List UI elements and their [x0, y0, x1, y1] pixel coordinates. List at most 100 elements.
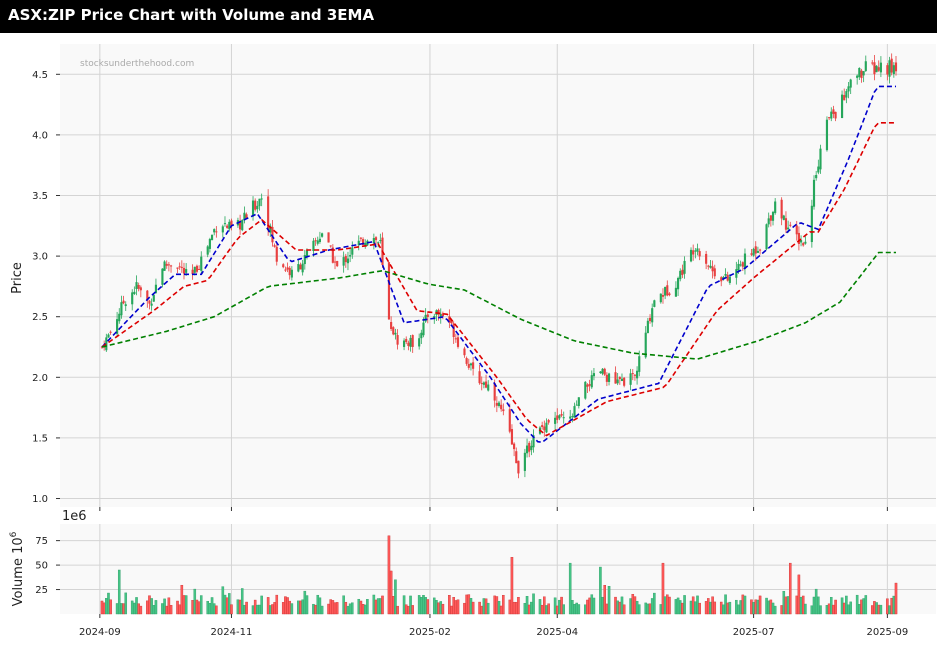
candle-body	[502, 409, 505, 412]
volume-bar	[555, 605, 559, 615]
volume-bar	[316, 594, 320, 615]
volume-bar	[286, 597, 289, 615]
candle-body	[349, 255, 352, 257]
volume-bar	[584, 604, 587, 615]
candle-body	[152, 294, 155, 302]
candle-body	[480, 383, 483, 385]
volume-bar	[577, 604, 581, 615]
candle-body	[603, 368, 606, 375]
candle-body	[407, 342, 410, 346]
volume-axis-label-superscript: 6	[9, 531, 19, 537]
volume-bar	[238, 599, 242, 615]
price-tick-label: 4.5	[32, 70, 48, 81]
volume-bar	[169, 605, 173, 615]
volume-bar	[696, 595, 699, 615]
volume-bar	[758, 595, 762, 615]
volume-bar	[709, 601, 712, 615]
candle-body	[711, 266, 714, 272]
volume-bar	[601, 596, 604, 615]
candle-body	[100, 346, 104, 348]
candle-body	[871, 62, 874, 64]
volume-bar	[750, 599, 753, 615]
volume-bar	[799, 596, 803, 615]
candle-body	[556, 415, 559, 420]
candle-body	[834, 111, 837, 119]
volume-bar	[605, 603, 609, 615]
candle-body	[571, 416, 574, 418]
candle-body	[301, 263, 304, 273]
volume-bar	[719, 601, 723, 615]
volume-bar	[754, 599, 758, 615]
volume-bar	[767, 600, 770, 615]
volume-bar	[251, 605, 255, 615]
volume-axis-label-exp: 10	[11, 537, 26, 554]
volume-bar	[514, 601, 518, 615]
candle-body	[720, 277, 723, 282]
candle-body	[569, 416, 572, 419]
candle-body	[756, 250, 759, 253]
volume-bar	[137, 603, 140, 615]
volume-bar	[329, 599, 332, 615]
volume-bar	[741, 594, 745, 615]
volume-bar	[284, 596, 287, 615]
candle-body	[547, 420, 550, 423]
candle-body	[256, 205, 259, 210]
volume-bar	[558, 599, 561, 615]
candle-body	[683, 260, 686, 274]
volume-bar	[381, 595, 384, 615]
candle-body	[780, 199, 783, 219]
price-plot-background	[60, 44, 936, 507]
candle-body	[677, 277, 680, 290]
volume-bar	[545, 605, 548, 615]
volume-bar	[508, 599, 512, 615]
volume-bar	[439, 601, 443, 615]
candle-body	[709, 265, 712, 268]
volume-bar	[258, 604, 261, 615]
candle-body	[698, 251, 701, 257]
candle-body	[327, 232, 330, 243]
candle-body	[148, 300, 151, 304]
candle-body	[437, 309, 440, 315]
candle-body	[607, 373, 611, 382]
volume-bar	[864, 595, 868, 615]
volume-bar	[663, 596, 667, 615]
candle-body	[118, 313, 121, 322]
candle-body	[420, 332, 423, 339]
volume-bar	[342, 595, 345, 615]
candle-body	[525, 445, 529, 454]
volume-bar	[450, 605, 453, 615]
title-bar: ASX:ZIP Price Chart with Volume and 3EMA	[0, 0, 937, 33]
candle-body	[379, 240, 382, 242]
candle-body	[139, 287, 142, 291]
volume-bar	[527, 604, 531, 615]
volume-bar	[486, 602, 490, 615]
volume-bar	[894, 582, 898, 615]
volume-bar	[568, 562, 572, 615]
x-tick-label: 2024-11	[211, 627, 253, 638]
volume-bar	[109, 599, 112, 615]
candle-body	[707, 265, 710, 267]
candle-body	[847, 86, 850, 92]
candle-body	[812, 179, 816, 207]
volume-bar	[387, 535, 391, 615]
volume-bar	[773, 605, 777, 615]
candle-body	[638, 356, 641, 372]
volume-bar	[301, 599, 304, 615]
candle-body	[223, 223, 227, 225]
candle-body	[528, 442, 531, 452]
candle-body	[167, 264, 170, 266]
candle-body	[465, 358, 468, 364]
volume-bar	[810, 605, 814, 615]
price-tick-label: 2.0	[32, 373, 48, 384]
candle-body	[754, 246, 757, 254]
volume-bar	[812, 596, 816, 615]
volume-bar	[553, 597, 557, 615]
volume-bar	[886, 598, 889, 615]
volume-bar	[862, 598, 865, 615]
volume-bar	[402, 595, 406, 615]
volume-bar	[124, 592, 128, 615]
volume-bar	[497, 600, 501, 615]
candle-body	[241, 219, 244, 231]
candle-body	[631, 373, 634, 375]
x-tick-label: 2025-04	[536, 627, 578, 638]
